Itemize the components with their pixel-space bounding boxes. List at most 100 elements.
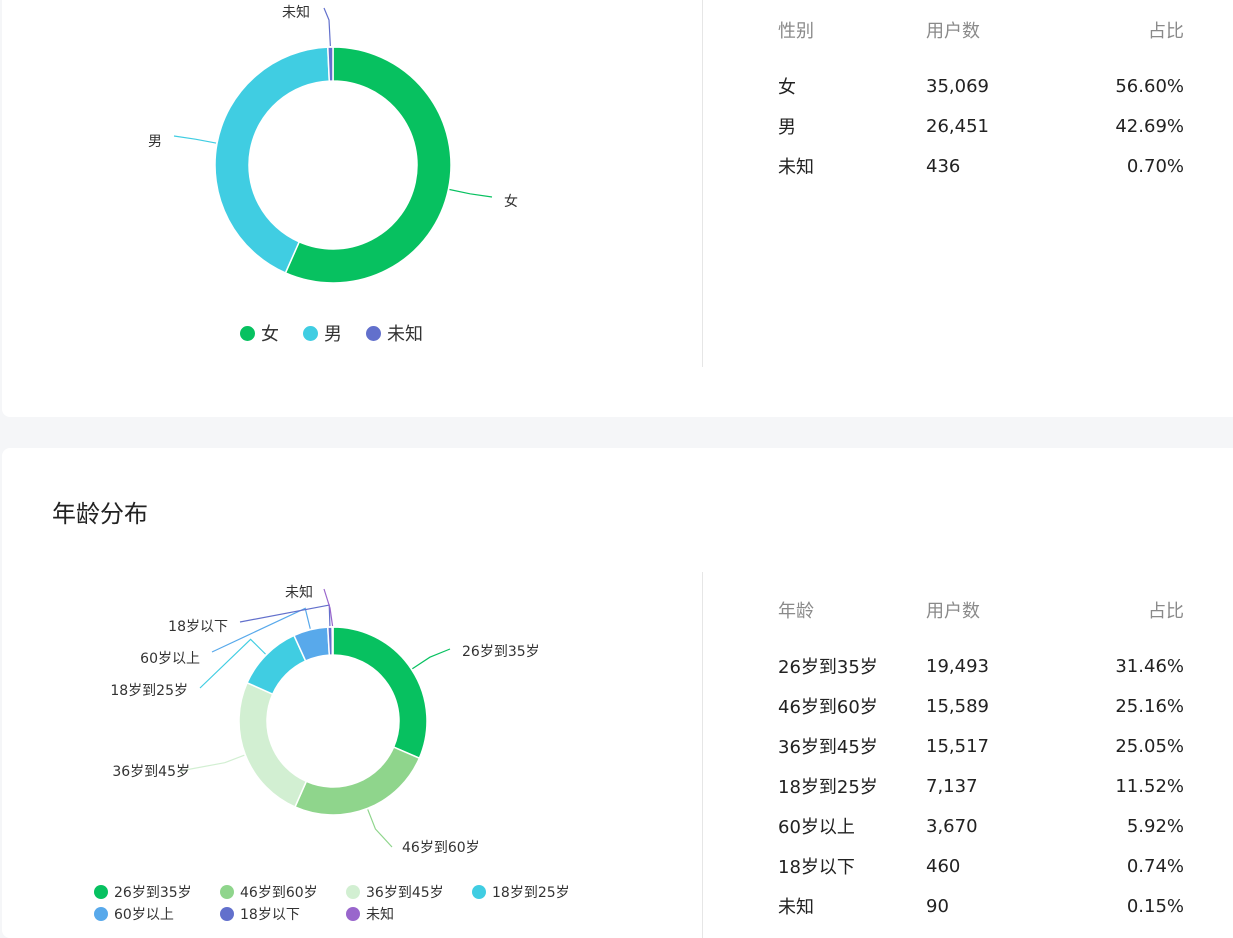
gender-table-row: 女 35,069 56.60% (778, 66, 1184, 106)
gender-legend: 女 男 未知 (240, 320, 447, 346)
gender-legend-item-2[interactable]: 男 (303, 320, 342, 346)
gender-header-cell: 性别 (778, 21, 814, 42)
age-table-cell: 36岁到45岁 (778, 737, 878, 758)
age-header-cell: 占比 (1148, 601, 1184, 622)
gender-card: 女男未知 女男未知 性别 用户数 占比女 35,069 56.60% 男 26,451 42.… (2, 0, 1233, 417)
age-table-cell: 0.74% (1126, 855, 1184, 877)
age-legend-label: 60岁以上 (114, 907, 174, 923)
age-table-cell: 19,493 (926, 655, 989, 677)
gender-divider (702, 0, 703, 367)
age-table-cell: 3,670 (926, 815, 978, 837)
gender-table-cell: 42.69% (1115, 115, 1184, 137)
gender-legend-swatch (240, 325, 255, 341)
age-table-cell: 460 (926, 855, 961, 877)
age-table-row: 60岁以上 3,670 5.92% (778, 806, 1184, 846)
age-legend-swatch (94, 907, 108, 921)
age-legend-swatch (472, 885, 486, 899)
age-legend-label: 18岁到25岁 (492, 885, 570, 901)
age-legend: 26岁到35岁 46岁到60岁 36岁到45岁 18岁到25岁 60岁以上 18岁以下 未知 (94, 882, 614, 924)
age-table-row: 36岁到45岁 15,517 25.05% (778, 726, 1184, 766)
age-legend-item-4[interactable]: 18岁到25岁 (472, 882, 598, 902)
age-legend-item-2[interactable]: 46岁到60岁 (220, 882, 346, 902)
gender-table-spacer (778, 50, 1184, 66)
age-leader-line-4 (199, 638, 266, 689)
age-leader-line-7 (323, 588, 334, 627)
age-legend-item-3[interactable]: 36岁到45岁 (346, 882, 472, 902)
gender-table-header: 性别 用户数 占比 (778, 10, 1184, 50)
age-header-cell: 用户数 (926, 601, 980, 622)
gender-table-cell: 26,451 (926, 115, 989, 137)
age-legend-label: 未知 (366, 907, 394, 923)
gender-table-row: 未知 436 0.70% (778, 146, 1184, 186)
age-table-cell: 25.05% (1115, 735, 1184, 757)
age-header-cell: 年龄 (778, 601, 814, 622)
gender-slice-label-2: 男 (148, 134, 162, 150)
age-legend-label: 26岁到35岁 (114, 885, 192, 901)
gender-legend-label: 女 (261, 324, 279, 345)
age-table-cell: 未知 (778, 897, 814, 918)
age-card: 年龄分布 26岁到35岁 46岁到60岁 36岁到45岁 18岁到25岁 60岁以上 18… (2, 448, 1233, 938)
gender-table-row: 男 26,451 42.69% (778, 106, 1184, 146)
age-legend-item-7[interactable]: 未知 (346, 904, 472, 924)
age-legend-item-1[interactable]: 26岁到35岁 (94, 882, 220, 902)
age-slice-label-6: 18岁以下 (168, 619, 228, 635)
age-slice-label-7: 未知 (285, 584, 313, 601)
age-table-cell: 18岁到25岁 (778, 777, 878, 798)
age-table-spacer (778, 630, 1184, 646)
gender-header-cell: 占比 (1148, 21, 1184, 42)
age-legend-item-5[interactable]: 60岁以上 (94, 904, 220, 924)
age-leader-line-6 (239, 604, 331, 627)
age-divider (702, 572, 703, 938)
age-slice-label-1: 26岁到35岁 (462, 644, 540, 660)
age-table-row: 未知 90 0.15% (778, 886, 1184, 926)
age-table: 年龄 用户数 占比 26岁到35岁 19,493 31.46% 46岁到60岁 15,589 2… (778, 590, 1184, 926)
gender-table-cell: 0.70% (1126, 155, 1184, 177)
gender-table-cell: 35,069 (926, 75, 989, 97)
age-slice-label-5: 60岁以上 (140, 651, 200, 667)
gender-legend-label: 男 (324, 324, 342, 345)
gender-legend-label: 未知 (387, 324, 423, 345)
age-slice-2 (294, 746, 421, 816)
gender-legend-item-3[interactable]: 未知 (366, 320, 423, 346)
age-leader-line-5 (211, 607, 311, 653)
age-table-header: 年龄 用户数 占比 (778, 590, 1184, 630)
age-table-cell: 26岁到35岁 (778, 657, 878, 678)
gender-leader-line-2 (173, 135, 217, 144)
age-table-cell: 60岁以上 (778, 817, 855, 838)
gender-slice-label-1: 女 (504, 193, 518, 210)
age-leader-line-1 (412, 648, 451, 670)
gender-slice-1 (284, 46, 452, 284)
gender-legend-swatch (366, 325, 381, 341)
gender-table-cell: 男 (778, 117, 796, 138)
age-table-cell: 18岁以下 (778, 857, 855, 878)
gender-leader-line-1 (449, 188, 493, 198)
age-table-row: 26岁到35岁 19,493 31.46% (778, 646, 1184, 686)
age-legend-swatch (220, 907, 234, 921)
age-table-cell: 90 (926, 895, 949, 917)
age-section-title: 年龄分布 (52, 500, 148, 528)
age-legend-swatch (346, 907, 360, 921)
age-donut-chart: 26岁到35岁 46岁到60岁 36岁到45岁 18岁到25岁 60岁以上 18岁以下 未知 (110, 584, 540, 856)
gender-table-cell: 女 (778, 77, 796, 98)
age-slice-3 (238, 681, 308, 808)
gender-table-cell: 56.60% (1115, 75, 1184, 97)
age-legend-label: 36岁到45岁 (366, 885, 444, 901)
gender-donut-chart: 女 男 未知 (148, 4, 518, 284)
age-table-cell: 25.16% (1115, 695, 1184, 717)
age-legend-swatch (94, 885, 108, 899)
gender-table: 性别 用户数 占比女 35,069 56.60% 男 26,451 42.69% 未知 436 0.… (778, 10, 1184, 186)
age-table-cell: 46岁到60岁 (778, 697, 878, 718)
age-leader-line-3 (179, 754, 245, 772)
age-slice-label-3: 36岁到45岁 (112, 764, 190, 780)
age-slice-7 (331, 626, 334, 656)
age-table-cell: 5.92% (1126, 815, 1184, 837)
age-slice-label-4: 18岁到25岁 (110, 683, 188, 699)
gender-legend-item-1[interactable]: 女 (240, 320, 279, 346)
age-legend-item-6[interactable]: 18岁以下 (220, 904, 346, 924)
age-legend-swatch (220, 885, 234, 899)
gender-table-cell: 436 (926, 155, 961, 177)
age-table-cell: 7,137 (926, 775, 978, 797)
age-table-row: 18岁到25岁 7,137 11.52% (778, 766, 1184, 806)
age-slice-1 (332, 626, 428, 760)
age-legend-label: 18岁以下 (240, 907, 300, 923)
